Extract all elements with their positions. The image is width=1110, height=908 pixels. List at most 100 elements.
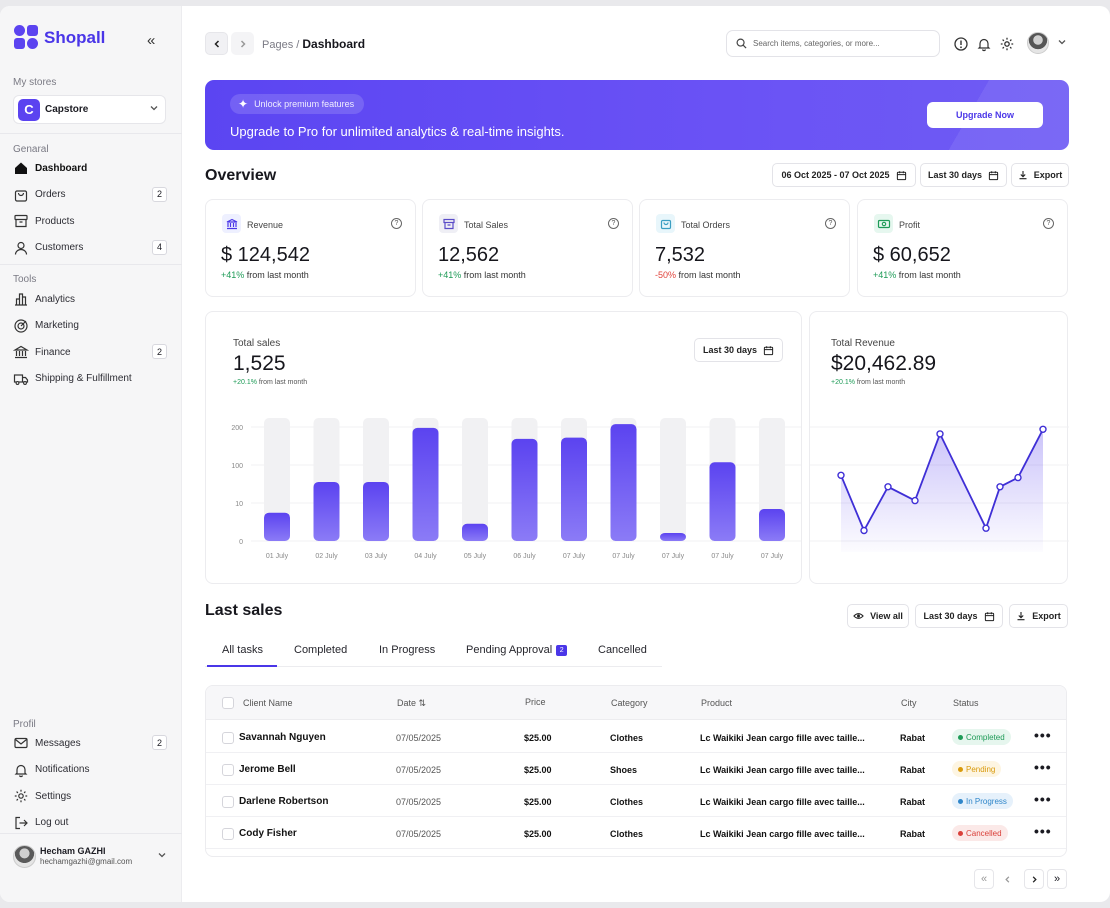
sidebar-item-messages[interactable]: Messages 2: [13, 733, 167, 753]
period-button[interactable]: Last 30 days: [920, 163, 1007, 187]
cart-icon: [660, 219, 671, 229]
order-date: 07/05/2025: [396, 797, 442, 807]
bar[interactable]: [363, 481, 389, 541]
data-point[interactable]: [1039, 425, 1047, 434]
row-checkbox[interactable]: [222, 764, 234, 776]
bar[interactable]: [709, 462, 736, 541]
collapse-sidebar-icon[interactable]: «: [147, 32, 156, 49]
data-point[interactable]: [860, 526, 868, 535]
row-checkbox[interactable]: [222, 828, 234, 840]
more-options-icon[interactable]: •••: [1034, 791, 1052, 807]
row-checkbox[interactable]: [222, 796, 234, 808]
prev-page-button[interactable]: [997, 869, 1017, 889]
row-checkbox[interactable]: [222, 732, 234, 744]
data-point[interactable]: [837, 471, 845, 480]
date-range-button[interactable]: 06 Oct 2025 - 07 Oct 2025: [772, 163, 916, 187]
table-row[interactable]: Jerome Bell 07/05/2025 $25.00 Shoes Lc Waiki…: [206, 753, 1066, 785]
mail-icon: [14, 737, 28, 749]
avatar: [13, 844, 36, 868]
sidebar-item-analytics[interactable]: Analytics: [13, 289, 167, 309]
back-button[interactable]: [205, 32, 228, 55]
sidebar-item-dashboard[interactable]: Dashboard: [13, 158, 167, 178]
tab-pending-approval[interactable]: Pending Approval 2: [466, 644, 568, 656]
sidebar-item-finance[interactable]: Finance 2: [13, 342, 167, 362]
bar[interactable]: [264, 512, 290, 541]
bar[interactable]: [561, 437, 587, 541]
last-sales-title: Last sales: [205, 602, 283, 619]
forward-button[interactable]: [231, 32, 254, 55]
sidebar-item-log-out[interactable]: Log out: [13, 813, 167, 833]
data-point[interactable]: [936, 430, 944, 438]
help-icon[interactable]: ?: [1043, 218, 1054, 229]
y-tick-label: 10: [235, 501, 243, 508]
user-email: hechamgazhi@gmail.com: [40, 857, 133, 866]
bell-icon[interactable]: [976, 36, 992, 52]
more-options-icon[interactable]: •••: [1034, 727, 1052, 743]
tab-in-progress[interactable]: In Progress: [379, 644, 435, 656]
breadcrumb: Pages / Dashboard: [262, 37, 365, 51]
next-page-button[interactable]: [1024, 869, 1044, 889]
chevron-down-icon: [158, 853, 166, 858]
bar[interactable]: [610, 424, 637, 541]
sidebar-item-label: Analytics: [35, 293, 76, 305]
analytics-icon: [15, 293, 27, 306]
export-button[interactable]: Export: [1011, 163, 1069, 187]
sidebar-item-orders[interactable]: Orders 2: [13, 185, 167, 205]
breadcrumb-parent[interactable]: Pages /: [262, 39, 300, 51]
table-row[interactable]: Cody Fisher 07/05/2025 $25.00 Clothes Lc Wai…: [206, 817, 1066, 849]
chevron-down-icon[interactable]: [1057, 37, 1067, 47]
tabs-divider: [205, 666, 662, 667]
data-point[interactable]: [1014, 473, 1022, 482]
first-page-button[interactable]: «: [974, 869, 994, 889]
sidebar-item-notifications[interactable]: Notifications: [13, 760, 167, 780]
store-name: Capstore: [45, 104, 89, 115]
sidebar-item-marketing[interactable]: Marketing: [13, 316, 167, 336]
bar[interactable]: [462, 523, 488, 541]
table-row[interactable]: Darlene Robertson 07/05/2025 $25.00 Clothes…: [206, 785, 1066, 817]
brand-logo[interactable]: Shopall: [14, 25, 105, 50]
order-category: Clothes: [610, 829, 644, 839]
data-point[interactable]: [982, 524, 990, 532]
last-page-button[interactable]: »: [1047, 869, 1067, 889]
data-point[interactable]: [911, 496, 919, 505]
search-box[interactable]: [726, 30, 940, 57]
sales-export-button[interactable]: Export: [1009, 604, 1068, 628]
search-input[interactable]: [753, 39, 933, 48]
chart-value: 1,525: [233, 352, 286, 375]
table-row[interactable]: Savannah Nguyen 07/05/2025 $25.00 Clothes Lc…: [206, 721, 1066, 753]
tab-completed[interactable]: Completed: [294, 644, 347, 656]
order-category: Clothes: [610, 733, 644, 743]
select-all-checkbox[interactable]: [222, 697, 234, 709]
bar-track: [462, 418, 488, 541]
sidebar-item-shipping-fulfillment[interactable]: Shipping & Fulfillment: [13, 369, 167, 389]
info-icon[interactable]: [953, 36, 969, 52]
store-selector[interactable]: C Capstore: [13, 95, 166, 124]
view-all-button[interactable]: View all: [847, 604, 909, 628]
tab-all-tasks[interactable]: All tasks: [222, 644, 263, 656]
tab-cancelled[interactable]: Cancelled: [598, 644, 647, 656]
help-icon[interactable]: ?: [391, 218, 402, 229]
bar[interactable]: [511, 438, 538, 541]
gear-icon[interactable]: [999, 36, 1015, 52]
help-icon[interactable]: ?: [608, 218, 619, 229]
bar[interactable]: [660, 533, 686, 541]
sales-period-button[interactable]: Last 30 days: [915, 604, 1003, 628]
sidebar-item-customers[interactable]: Customers 4: [13, 238, 167, 258]
bar[interactable]: [313, 481, 340, 541]
bar[interactable]: [412, 427, 439, 541]
header-avatar[interactable]: [1027, 32, 1049, 54]
sidebar-item-products[interactable]: Products: [13, 211, 167, 231]
chart-value: $20,462.89: [831, 352, 937, 375]
column-header[interactable]: Date ⇅: [397, 698, 427, 708]
data-point[interactable]: [996, 483, 1004, 491]
user-profile[interactable]: Hecham GAZHI hechamgazhi@gmail.com: [13, 842, 169, 870]
app-window: Shopall « My stores C Capstore Genaral D…: [0, 6, 1110, 902]
more-options-icon[interactable]: •••: [1034, 823, 1052, 839]
sidebar-item-settings[interactable]: Settings: [13, 786, 167, 806]
data-point[interactable]: [884, 483, 892, 491]
help-icon[interactable]: ?: [825, 218, 836, 229]
chart-period-button[interactable]: Last 30 days: [694, 338, 783, 362]
bar[interactable]: [759, 509, 785, 541]
more-options-icon[interactable]: •••: [1034, 759, 1052, 775]
upgrade-now-button[interactable]: Upgrade Now: [927, 102, 1043, 128]
